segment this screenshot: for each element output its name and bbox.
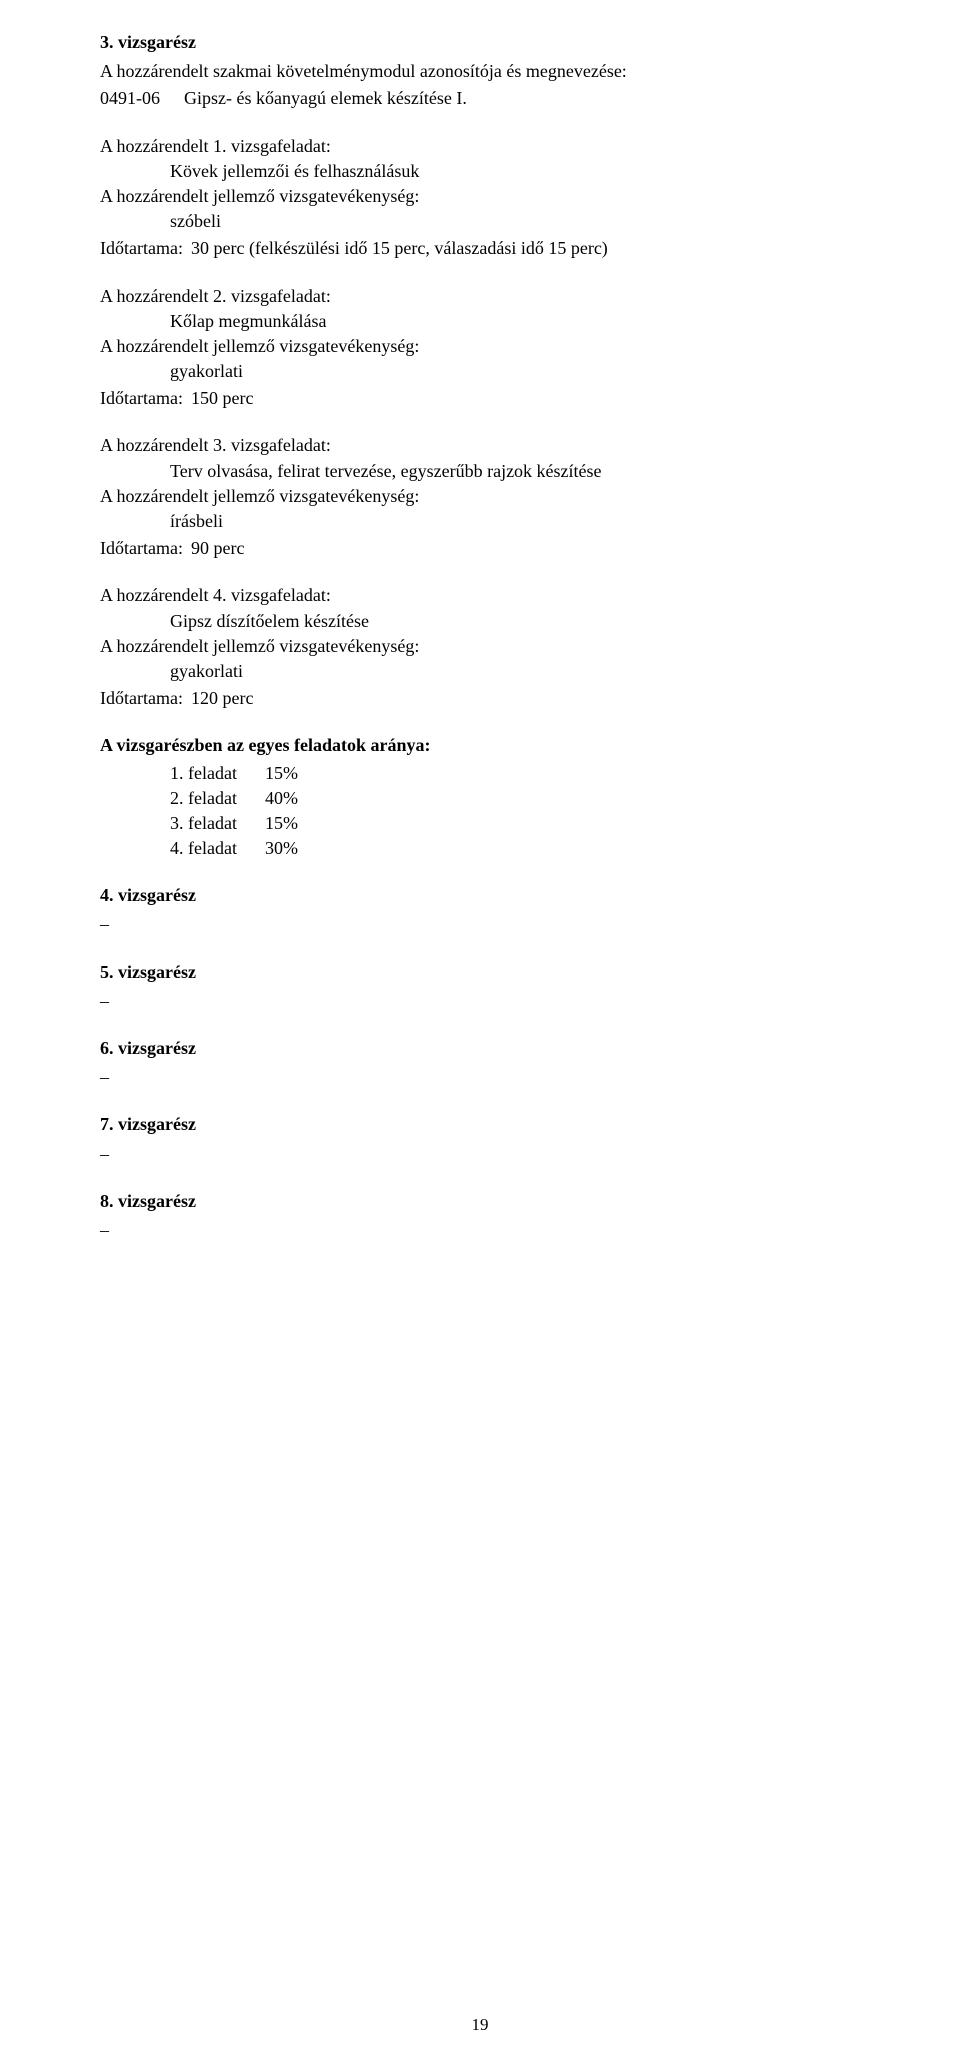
weight-row-3: 3. feladat 15% — [100, 811, 860, 836]
weight-row-1: 1. feladat 15% — [100, 761, 860, 786]
task-3-description: Terv olvasása, felirat tervezése, egysze… — [100, 459, 860, 484]
task-1-description: Kövek jellemzői és felhasználásuk — [100, 159, 860, 184]
task-2: A hozzárendelt 2. vizsgafeladat: Kőlap m… — [100, 284, 860, 412]
task-3-title: A hozzárendelt 3. vizsgafeladat: — [100, 433, 860, 458]
part4-heading: 4. vizsgarész — [100, 883, 860, 908]
weights-heading: A vizsgarészben az egyes feladatok arány… — [100, 733, 860, 758]
module-intro: A hozzárendelt szakmai követelménymodul … — [100, 59, 860, 84]
task-2-activity: gyakorlati — [100, 359, 860, 384]
weights-list: 1. feladat 15% 2. feladat 40% 3. feladat 15… — [100, 761, 860, 862]
part7-heading: 7. vizsgarész — [100, 1112, 860, 1137]
part5-dash: – — [100, 989, 860, 1014]
task-1-activity: szóbeli — [100, 209, 860, 234]
part7: 7. vizsgarész – — [100, 1112, 860, 1166]
task-1-activity-label: A hozzárendelt jellemző vizsgatevékenysé… — [100, 184, 860, 209]
weight-3-value: 15% — [265, 813, 298, 833]
page-number: 19 — [0, 2013, 960, 2037]
task-2-activity-label: A hozzárendelt jellemző vizsgatevékenysé… — [100, 334, 860, 359]
task-2-title: A hozzárendelt 2. vizsgafeladat: — [100, 284, 860, 309]
weight-4-label: 4. feladat — [170, 836, 237, 861]
task-4-duration-label: Időtartama: — [100, 686, 183, 711]
weight-4-value: 30% — [265, 838, 298, 858]
task-3-activity: írásbeli — [100, 509, 860, 534]
part6: 6. vizsgarész – — [100, 1036, 860, 1090]
part6-dash: – — [100, 1065, 860, 1090]
task-4-activity-label: A hozzárendelt jellemző vizsgatevékenysé… — [100, 634, 860, 659]
task-2-duration-line: Időtartama: 150 perc — [100, 386, 860, 411]
task-4-activity: gyakorlati — [100, 659, 860, 684]
task-1-title: A hozzárendelt 1. vizsgafeladat: — [100, 134, 860, 159]
weight-1-value: 15% — [265, 763, 298, 783]
part3-heading: 3. vizsgarész — [100, 30, 860, 55]
task-2-duration: 150 perc — [191, 388, 253, 408]
task-3: A hozzárendelt 3. vizsgafeladat: Terv ol… — [100, 433, 860, 561]
task-2-description: Kőlap megmunkálása — [100, 309, 860, 334]
task-4-description: Gipsz díszítőelem készítése — [100, 609, 860, 634]
part4-dash: – — [100, 912, 860, 937]
part8: 8. vizsgarész – — [100, 1189, 860, 1243]
weight-1-label: 1. feladat — [170, 761, 237, 786]
task-1: A hozzárendelt 1. vizsgafeladat: Kövek j… — [100, 134, 860, 262]
weight-2-value: 40% — [265, 788, 298, 808]
task-3-duration: 90 perc — [191, 538, 244, 558]
task-4-title: A hozzárendelt 4. vizsgafeladat: — [100, 583, 860, 608]
part4: 4. vizsgarész – — [100, 883, 860, 937]
part8-dash: – — [100, 1218, 860, 1243]
part8-heading: 8. vizsgarész — [100, 1189, 860, 1214]
weight-2-label: 2. feladat — [170, 786, 237, 811]
part5-heading: 5. vizsgarész — [100, 960, 860, 985]
task-1-duration: 30 perc (felkészülési idő 15 perc, válas… — [191, 238, 608, 258]
task-3-duration-label: Időtartama: — [100, 536, 183, 561]
task-4-duration: 120 perc — [191, 688, 253, 708]
task-4-duration-line: Időtartama: 120 perc — [100, 686, 860, 711]
part7-dash: – — [100, 1142, 860, 1167]
task-4: A hozzárendelt 4. vizsgafeladat: Gipsz d… — [100, 583, 860, 711]
task-1-duration-label: Időtartama: — [100, 236, 183, 261]
module-name: Gipsz- és kőanyagú elemek készítése I. — [184, 88, 467, 108]
task-3-duration-line: Időtartama: 90 perc — [100, 536, 860, 561]
task-3-activity-label: A hozzárendelt jellemző vizsgatevékenysé… — [100, 484, 860, 509]
part6-heading: 6. vizsgarész — [100, 1036, 860, 1061]
module-code: 0491-06 — [100, 86, 160, 111]
part5: 5. vizsgarész – — [100, 960, 860, 1014]
module-line: 0491-06 Gipsz- és kőanyagú elemek készíté… — [100, 86, 860, 111]
weight-3-label: 3. feladat — [170, 811, 237, 836]
task-1-duration-line: Időtartama: 30 perc (felkészülési idő 15 … — [100, 236, 860, 261]
weight-row-4: 4. feladat 30% — [100, 836, 860, 861]
weight-row-2: 2. feladat 40% — [100, 786, 860, 811]
task-2-duration-label: Időtartama: — [100, 386, 183, 411]
